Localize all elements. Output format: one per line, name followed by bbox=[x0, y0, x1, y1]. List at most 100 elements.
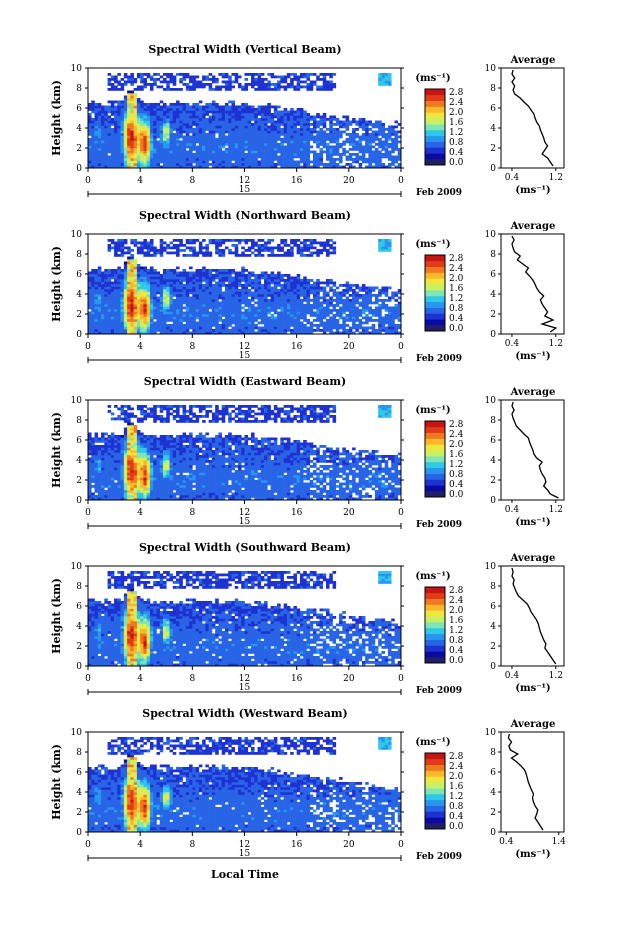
heatmap-cell bbox=[182, 311, 187, 315]
heatmap-cell bbox=[146, 110, 151, 114]
heatmap-cell bbox=[130, 98, 134, 101]
heatmap-cell bbox=[94, 286, 99, 290]
heatmap-cell bbox=[130, 284, 134, 287]
heatmap-cell bbox=[397, 153, 401, 156]
heatmap-cell bbox=[309, 73, 314, 76]
heatmap-cell bbox=[244, 143, 249, 146]
heatmap-cell bbox=[312, 289, 317, 292]
heatmap-cell bbox=[107, 319, 112, 322]
heatmap-cell bbox=[205, 251, 209, 255]
heatmap-cell bbox=[332, 145, 337, 149]
heatmap-cell bbox=[277, 75, 281, 79]
heatmap-cell bbox=[120, 165, 125, 168]
heatmap-cell bbox=[329, 80, 333, 84]
x-tick-label: 16 bbox=[291, 176, 303, 186]
heatmap-cell bbox=[254, 128, 258, 131]
heatmap-cell bbox=[114, 145, 118, 149]
heatmap-cell bbox=[156, 286, 161, 290]
heatmap-cell bbox=[277, 294, 281, 297]
heatmap-cell bbox=[110, 120, 115, 124]
heatmap-cell bbox=[319, 128, 324, 131]
heatmap-cell bbox=[224, 331, 229, 334]
heatmap-cell bbox=[247, 276, 252, 280]
heatmap-cell bbox=[293, 75, 297, 79]
heatmap-cell bbox=[273, 279, 278, 282]
heatmap-cell bbox=[339, 130, 343, 134]
heatmap-cell bbox=[286, 306, 291, 310]
heatmap-cell bbox=[257, 108, 262, 111]
heatmap-cell bbox=[153, 281, 157, 285]
heatmap-cell bbox=[231, 143, 236, 146]
heatmap-cell bbox=[189, 311, 193, 315]
heatmap-cell bbox=[283, 324, 288, 327]
heatmap-cell bbox=[335, 128, 340, 131]
heatmap-cell bbox=[117, 249, 121, 252]
heatmap-cell bbox=[172, 286, 177, 290]
heatmap-cell bbox=[205, 306, 209, 310]
heatmap-cell bbox=[264, 244, 268, 247]
heatmap-cell bbox=[257, 274, 262, 277]
heatmap-cell bbox=[371, 158, 376, 161]
heatmap-cell bbox=[299, 125, 304, 129]
heatmap-cell bbox=[127, 296, 131, 300]
heatmap-cell bbox=[143, 241, 147, 245]
heatmap-cell bbox=[234, 284, 239, 287]
heatmap-cell bbox=[394, 306, 399, 310]
heatmap-cell bbox=[257, 294, 262, 297]
heatmap-cell bbox=[280, 113, 284, 116]
heatmap-cell bbox=[156, 148, 161, 151]
heatmap-cell bbox=[251, 150, 255, 154]
heatmap-cell bbox=[133, 88, 138, 91]
heatmap-cell bbox=[172, 133, 177, 136]
heatmap-cell bbox=[270, 75, 275, 79]
heatmap-cell bbox=[241, 271, 245, 275]
heatmap-cell bbox=[306, 309, 311, 312]
heatmap-cell bbox=[237, 284, 242, 287]
heatmap-cell bbox=[384, 304, 389, 307]
heatmap-cell bbox=[270, 155, 275, 159]
heatmap-cell bbox=[133, 309, 138, 312]
heatmap-cell bbox=[306, 163, 311, 166]
heatmap-cell bbox=[378, 299, 382, 302]
heatmap-cell bbox=[185, 291, 190, 295]
heatmap-cell bbox=[205, 296, 209, 300]
heatmap-cell bbox=[329, 160, 333, 164]
heatmap-cell bbox=[264, 311, 268, 315]
heatmap-cell bbox=[159, 306, 164, 310]
heatmap-cell bbox=[110, 309, 115, 312]
heatmap-cell bbox=[172, 145, 177, 149]
heatmap-cell bbox=[280, 163, 284, 166]
heatmap-cell bbox=[130, 128, 134, 131]
heatmap-cell bbox=[127, 163, 131, 166]
heatmap-cell bbox=[195, 314, 200, 317]
heatmap-cell bbox=[114, 78, 118, 81]
heatmap-cell bbox=[234, 314, 239, 317]
heatmap-cell bbox=[303, 165, 307, 168]
heatmap-cell bbox=[234, 274, 239, 277]
heatmap-cell bbox=[176, 143, 180, 146]
heatmap-cell bbox=[123, 123, 128, 126]
heatmap-cell bbox=[309, 254, 314, 257]
heatmap-cell bbox=[283, 239, 288, 242]
heatmap-cell bbox=[264, 291, 268, 295]
heatmap-cell bbox=[277, 331, 281, 334]
heatmap-cell bbox=[127, 284, 131, 287]
heatmap-cell bbox=[120, 241, 125, 245]
heatmap-cell bbox=[211, 155, 216, 159]
heatmap-cell bbox=[290, 158, 294, 161]
heatmap-cell bbox=[264, 319, 268, 322]
heatmap-cell bbox=[117, 155, 121, 159]
heatmap-cell bbox=[348, 314, 353, 317]
heatmap-cell bbox=[91, 130, 95, 134]
heatmap-cell bbox=[211, 165, 216, 168]
heatmap-cell bbox=[237, 281, 242, 285]
heatmap-cell bbox=[166, 115, 170, 119]
heatmap-cell bbox=[303, 326, 307, 330]
heatmap-cell bbox=[211, 301, 216, 305]
heatmap-cell bbox=[153, 73, 157, 76]
heatmap-cell bbox=[371, 160, 376, 164]
heatmap-cell bbox=[329, 128, 333, 131]
heatmap-cell bbox=[192, 145, 196, 149]
heatmap-cell bbox=[306, 331, 311, 334]
heatmap-cell bbox=[339, 314, 343, 317]
